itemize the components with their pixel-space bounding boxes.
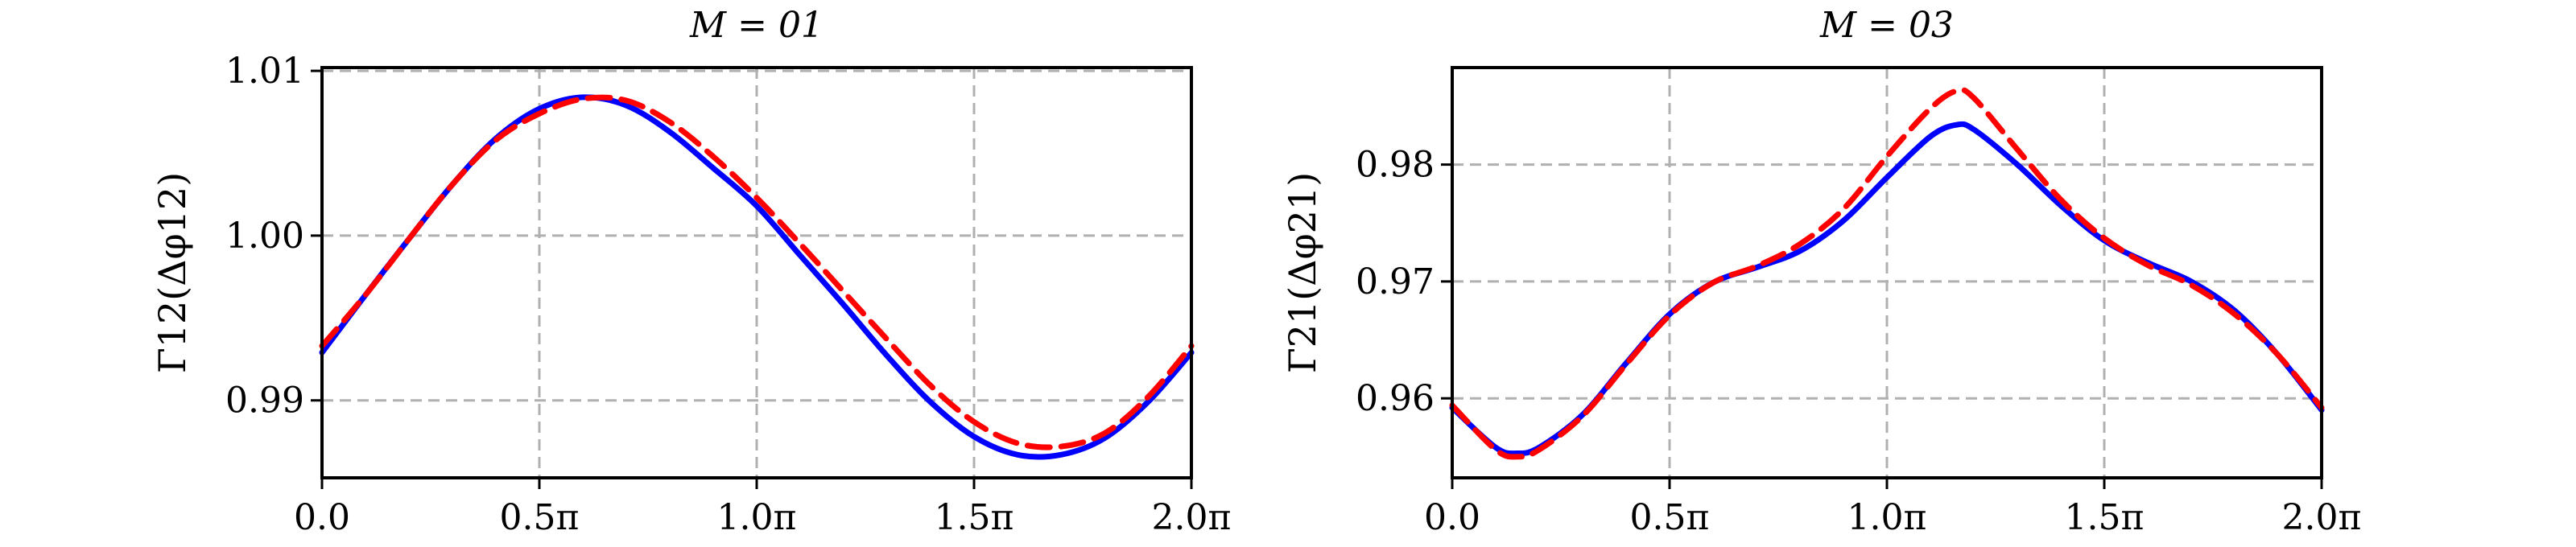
x-tick-label: 1.5π xyxy=(935,497,1014,538)
y-axis-label: Γ21(Δφ21) xyxy=(1281,172,1324,373)
y-tick-label: 1.00 xyxy=(225,216,304,257)
x-tick-label: 1.5π xyxy=(2065,497,2145,538)
y-tick-label: 0.99 xyxy=(225,380,304,422)
x-tick-label: 1.0π xyxy=(717,497,797,538)
y-tick-label: 0.97 xyxy=(1356,261,1435,302)
chart-title: M = 03 xyxy=(1819,5,1954,46)
x-tick-label: 1.0π xyxy=(1847,497,1927,538)
x-tick-label: 0.0 xyxy=(294,497,350,538)
chart-panel-m03: 0.0 0.5π 1.0π 1.5π 2.0π 0.96 0.97 0.98 M = 03 Γ21… xyxy=(1281,5,2361,538)
x-tick-label: 0.5π xyxy=(500,497,580,538)
y-tick-label: 0.96 xyxy=(1356,378,1435,419)
y-axis-label: Γ12(Δφ12) xyxy=(151,172,194,373)
chart-title: M = 01 xyxy=(689,5,824,46)
x-tick-label: 0.5π xyxy=(1630,497,1710,538)
y-tick-label: 1.01 xyxy=(225,51,304,92)
dashed-red-series-line xyxy=(319,94,1195,450)
x-tick-label: 2.0π xyxy=(2282,497,2362,538)
chart-panel-m01: 0.0 0.5π 1.0π 1.5π 2.0π 0.99 1.00 1.01 M = 01 Γ12… xyxy=(151,5,1231,538)
y-tick-label: 0.98 xyxy=(1356,145,1435,186)
x-tick-label: 2.0π xyxy=(1152,497,1232,538)
dashed-red-series-line xyxy=(1449,87,2325,460)
x-tick-label: 0.0 xyxy=(1424,497,1480,538)
